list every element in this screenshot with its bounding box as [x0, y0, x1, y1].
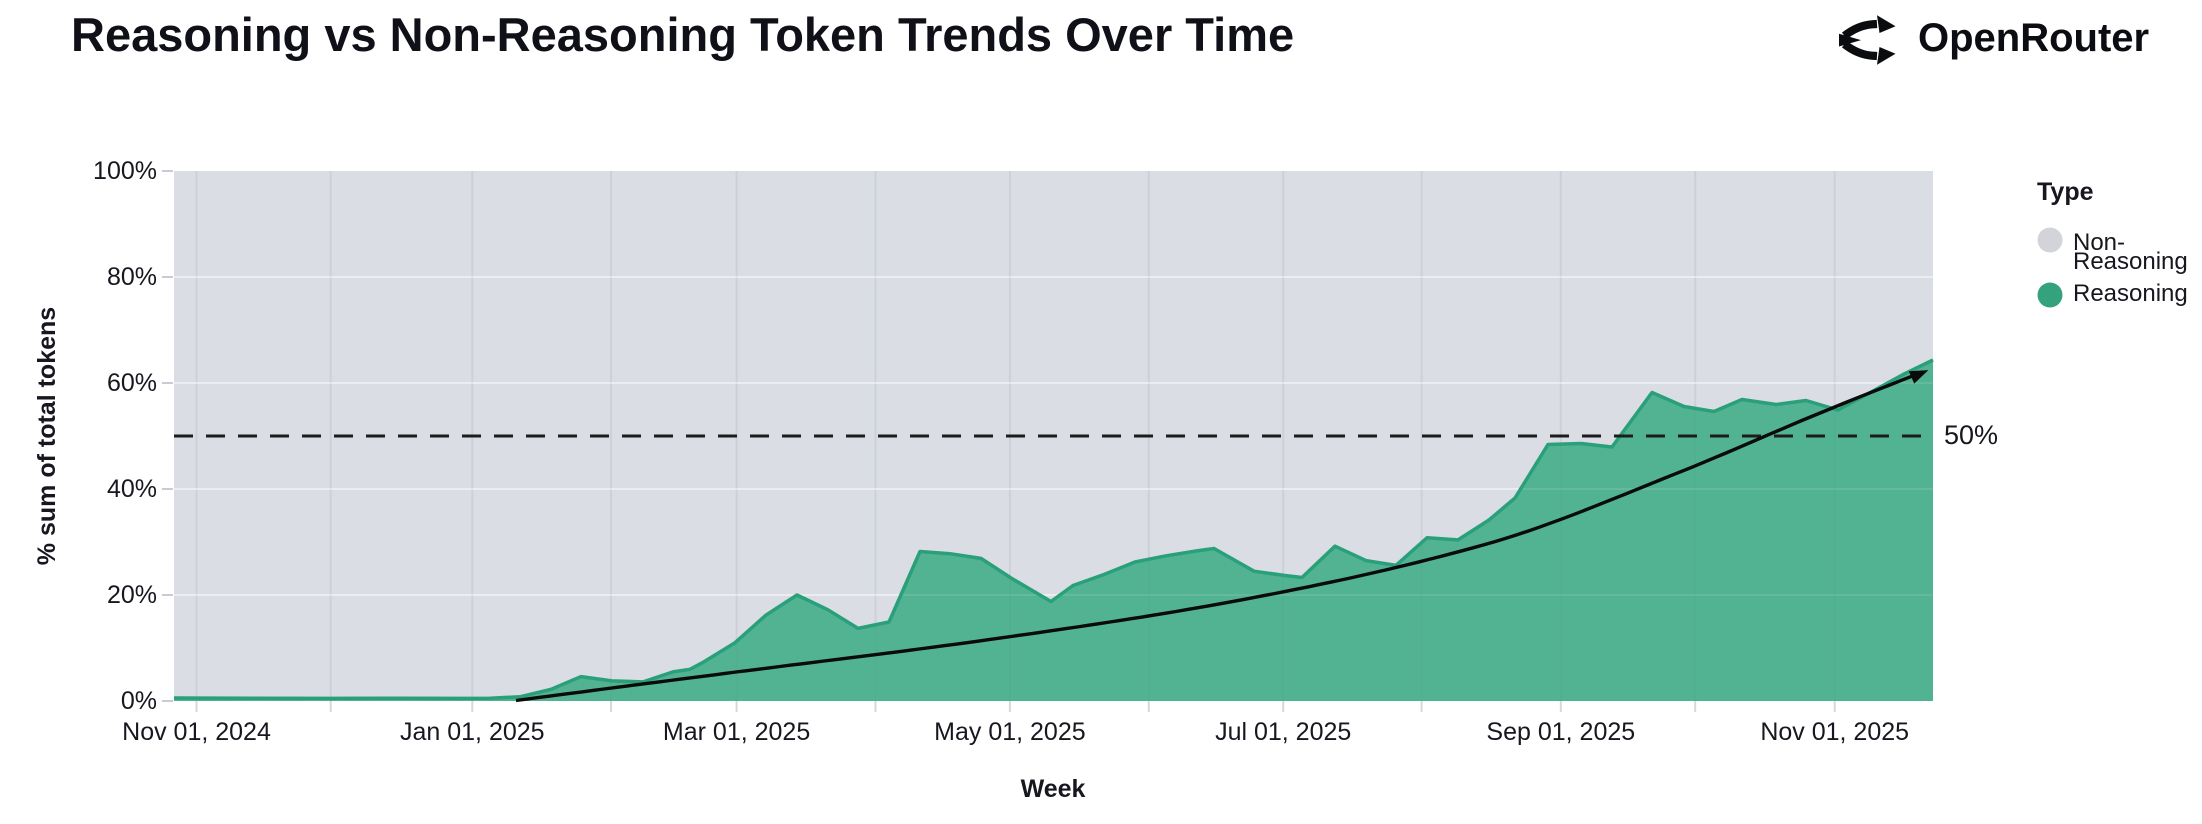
svg-text:% sum of total tokens: % sum of total tokens [33, 307, 61, 565]
svg-text:Reasoning: Reasoning [2073, 248, 2188, 275]
svg-text:60%: 60% [107, 369, 157, 397]
svg-text:May 01, 2025: May 01, 2025 [934, 718, 1086, 746]
svg-text:Week: Week [1021, 775, 1086, 803]
svg-text:Jul 01, 2025: Jul 01, 2025 [1215, 718, 1351, 746]
svg-text:Mar 01, 2025: Mar 01, 2025 [663, 718, 810, 746]
svg-text:50%: 50% [1944, 420, 1998, 450]
svg-text:100%: 100% [93, 157, 157, 185]
svg-text:40%: 40% [107, 475, 157, 503]
svg-text:80%: 80% [107, 263, 157, 291]
svg-text:Jan 01, 2025: Jan 01, 2025 [400, 718, 545, 746]
svg-text:Type: Type [2037, 178, 2094, 206]
svg-text:20%: 20% [107, 581, 157, 609]
svg-text:0%: 0% [121, 687, 157, 715]
svg-text:Non-: Non- [2073, 229, 2125, 256]
svg-text:Reasoning: Reasoning [2073, 280, 2188, 307]
svg-text:Nov 01, 2024: Nov 01, 2024 [122, 718, 271, 746]
svg-text:Nov 01, 2025: Nov 01, 2025 [1760, 718, 1909, 746]
svg-text:Sep 01, 2025: Sep 01, 2025 [1486, 718, 1635, 746]
